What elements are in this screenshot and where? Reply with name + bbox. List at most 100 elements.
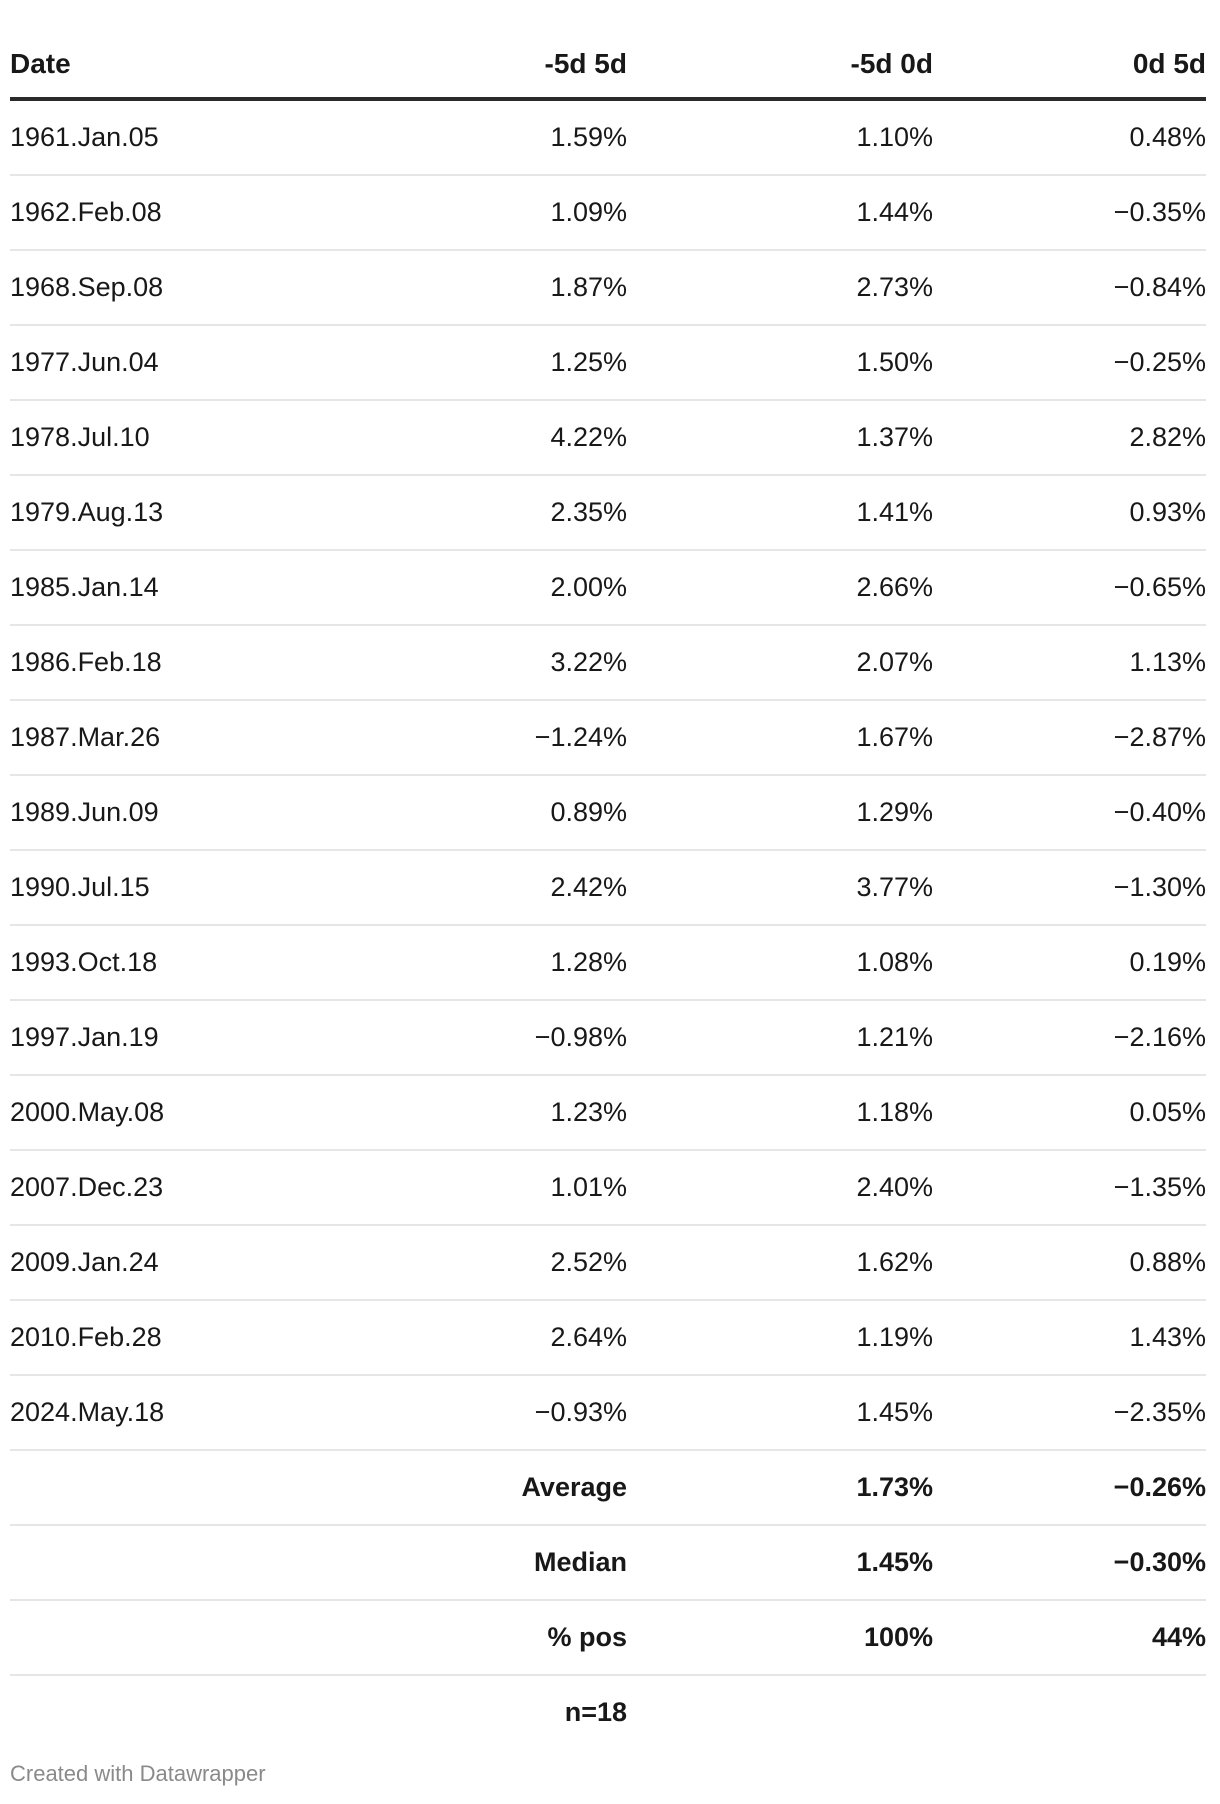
summary-minus5d-0d-cell: 1.45%	[627, 1525, 933, 1601]
date-cell: 1978.Jul.10	[10, 400, 315, 476]
table-row: 1990.Jul.15 2.42% 3.77% −1.30%	[10, 850, 1206, 926]
summary-date-cell	[10, 1600, 315, 1676]
minus5d-5d-cell: 1.23%	[315, 1075, 627, 1151]
table-row: 1997.Jan.19 −0.98% 1.21% −2.16%	[10, 1000, 1206, 1076]
0d-5d-cell: 0.93%	[933, 475, 1206, 551]
summary-row-pct-positive: % pos 100% 44%	[10, 1600, 1206, 1676]
table-row: 2010.Feb.28 2.64% 1.19% 1.43%	[10, 1300, 1206, 1376]
minus5d-0d-cell: 1.10%	[627, 99, 933, 176]
date-cell: 2024.May.18	[10, 1375, 315, 1451]
table-row: 1962.Feb.08 1.09% 1.44% −0.35%	[10, 175, 1206, 251]
minus5d-0d-cell: 1.19%	[627, 1300, 933, 1376]
date-cell: 1990.Jul.15	[10, 850, 315, 926]
0d-5d-cell: −2.87%	[933, 700, 1206, 776]
footer-credit: Created with Datawrapper	[10, 1761, 266, 1786]
minus5d-0d-cell: 1.45%	[627, 1375, 933, 1451]
minus5d-0d-cell: 2.66%	[627, 550, 933, 626]
minus5d-5d-cell: 1.28%	[315, 925, 627, 1001]
summary-row-average: Average 1.73% −0.26%	[10, 1450, 1206, 1526]
minus5d-5d-cell: 1.01%	[315, 1150, 627, 1226]
minus5d-0d-cell: 1.08%	[627, 925, 933, 1001]
summary-0d-5d-cell	[933, 1675, 1206, 1749]
minus5d-5d-cell: 0.89%	[315, 775, 627, 851]
date-cell: 2000.May.08	[10, 1075, 315, 1151]
date-cell: 2007.Dec.23	[10, 1150, 315, 1226]
minus5d-5d-cell: 1.25%	[315, 325, 627, 401]
table-row: 2000.May.08 1.23% 1.18% 0.05%	[10, 1075, 1206, 1151]
table-row: 1987.Mar.26 −1.24% 1.67% −2.87%	[10, 700, 1206, 776]
date-cell: 1986.Feb.18	[10, 625, 315, 701]
summary-label: % pos	[315, 1600, 627, 1676]
minus5d-0d-cell: 3.77%	[627, 850, 933, 926]
summary-date-cell	[10, 1525, 315, 1601]
date-cell: 1987.Mar.26	[10, 700, 315, 776]
date-cell: 1968.Sep.08	[10, 250, 315, 326]
summary-date-cell	[10, 1675, 315, 1749]
date-cell: 1993.Oct.18	[10, 925, 315, 1001]
0d-5d-cell: −2.16%	[933, 1000, 1206, 1076]
table-row: 1968.Sep.08 1.87% 2.73% −0.84%	[10, 250, 1206, 326]
date-cell: 1989.Jun.09	[10, 775, 315, 851]
table-row: 1978.Jul.10 4.22% 1.37% 2.82%	[10, 400, 1206, 476]
minus5d-0d-cell: 1.18%	[627, 1075, 933, 1151]
minus5d-5d-cell: −0.93%	[315, 1375, 627, 1451]
summary-label: n=18	[564, 1697, 627, 1727]
minus5d-0d-cell: 1.21%	[627, 1000, 933, 1076]
summary-row-count: n=18	[10, 1675, 1206, 1749]
column-header-date[interactable]: Date	[10, 30, 315, 101]
0d-5d-cell: 1.13%	[933, 625, 1206, 701]
0d-5d-cell: −0.25%	[933, 325, 1206, 401]
minus5d-5d-cell: 2.35%	[315, 475, 627, 551]
date-cell: 1997.Jan.19	[10, 1000, 315, 1076]
summary-minus5d-0d-cell	[627, 1675, 933, 1749]
column-header-minus5d-0d[interactable]: -5d 0d	[627, 30, 933, 101]
table-row: 2024.May.18 −0.93% 1.45% −2.35%	[10, 1375, 1206, 1451]
table-row: 1986.Feb.18 3.22% 2.07% 1.13%	[10, 625, 1206, 701]
minus5d-0d-cell: 1.67%	[627, 700, 933, 776]
0d-5d-cell: −0.65%	[933, 550, 1206, 626]
minus5d-5d-cell: 2.42%	[315, 850, 627, 926]
0d-5d-cell: 2.82%	[933, 400, 1206, 476]
0d-5d-cell: 1.43%	[933, 1300, 1206, 1376]
0d-5d-cell: 0.48%	[933, 99, 1206, 176]
0d-5d-cell: 0.19%	[933, 925, 1206, 1001]
table-body: 1961.Jan.05 1.59% 1.10% 0.48% 1962.Feb.08 1.0…	[10, 99, 1206, 1749]
column-header-0d-5d[interactable]: 0d 5d	[933, 30, 1206, 101]
table-row: 2009.Jan.24 2.52% 1.62% 0.88%	[10, 1225, 1206, 1301]
0d-5d-cell: −0.40%	[933, 775, 1206, 851]
header-row: Date -5d 5d -5d 0d 0d 5d	[10, 30, 1206, 101]
date-cell: 2009.Jan.24	[10, 1225, 315, 1301]
0d-5d-cell: 0.88%	[933, 1225, 1206, 1301]
minus5d-5d-cell: 4.22%	[315, 400, 627, 476]
table-row: 1979.Aug.13 2.35% 1.41% 0.93%	[10, 475, 1206, 551]
0d-5d-cell: −0.84%	[933, 250, 1206, 326]
data-table: Date -5d 5d -5d 0d 0d 5d 1961.Jan.05 1.59…	[10, 30, 1206, 1749]
0d-5d-cell: −1.35%	[933, 1150, 1206, 1226]
minus5d-0d-cell: 1.50%	[627, 325, 933, 401]
minus5d-5d-cell: 1.09%	[315, 175, 627, 251]
table-header: Date -5d 5d -5d 0d 0d 5d	[10, 30, 1206, 101]
table-row: 1977.Jun.04 1.25% 1.50% −0.25%	[10, 325, 1206, 401]
minus5d-0d-cell: 2.73%	[627, 250, 933, 326]
table-row: 1985.Jan.14 2.00% 2.66% −0.65%	[10, 550, 1206, 626]
date-cell: 1985.Jan.14	[10, 550, 315, 626]
minus5d-5d-cell: 1.59%	[315, 99, 627, 176]
minus5d-0d-cell: 1.62%	[627, 1225, 933, 1301]
minus5d-0d-cell: 1.41%	[627, 475, 933, 551]
minus5d-5d-cell: −1.24%	[315, 700, 627, 776]
0d-5d-cell: −0.35%	[933, 175, 1206, 251]
minus5d-0d-cell: 2.07%	[627, 625, 933, 701]
table-row: 2007.Dec.23 1.01% 2.40% −1.35%	[10, 1150, 1206, 1226]
summary-date-cell	[10, 1450, 315, 1526]
summary-0d-5d-cell: −0.26%	[933, 1450, 1206, 1526]
minus5d-0d-cell: 1.37%	[627, 400, 933, 476]
date-cell: 2010.Feb.28	[10, 1300, 315, 1376]
summary-label: Average	[315, 1450, 627, 1526]
date-cell: 1962.Feb.08	[10, 175, 315, 251]
0d-5d-cell: −2.35%	[933, 1375, 1206, 1451]
column-header-minus5d-5d[interactable]: -5d 5d	[315, 30, 627, 101]
summary-label: Median	[315, 1525, 627, 1601]
0d-5d-cell: 0.05%	[933, 1075, 1206, 1151]
date-cell: 1961.Jan.05	[10, 99, 315, 176]
data-table-container: Date -5d 5d -5d 0d 0d 5d 1961.Jan.05 1.59…	[10, 30, 1206, 1749]
